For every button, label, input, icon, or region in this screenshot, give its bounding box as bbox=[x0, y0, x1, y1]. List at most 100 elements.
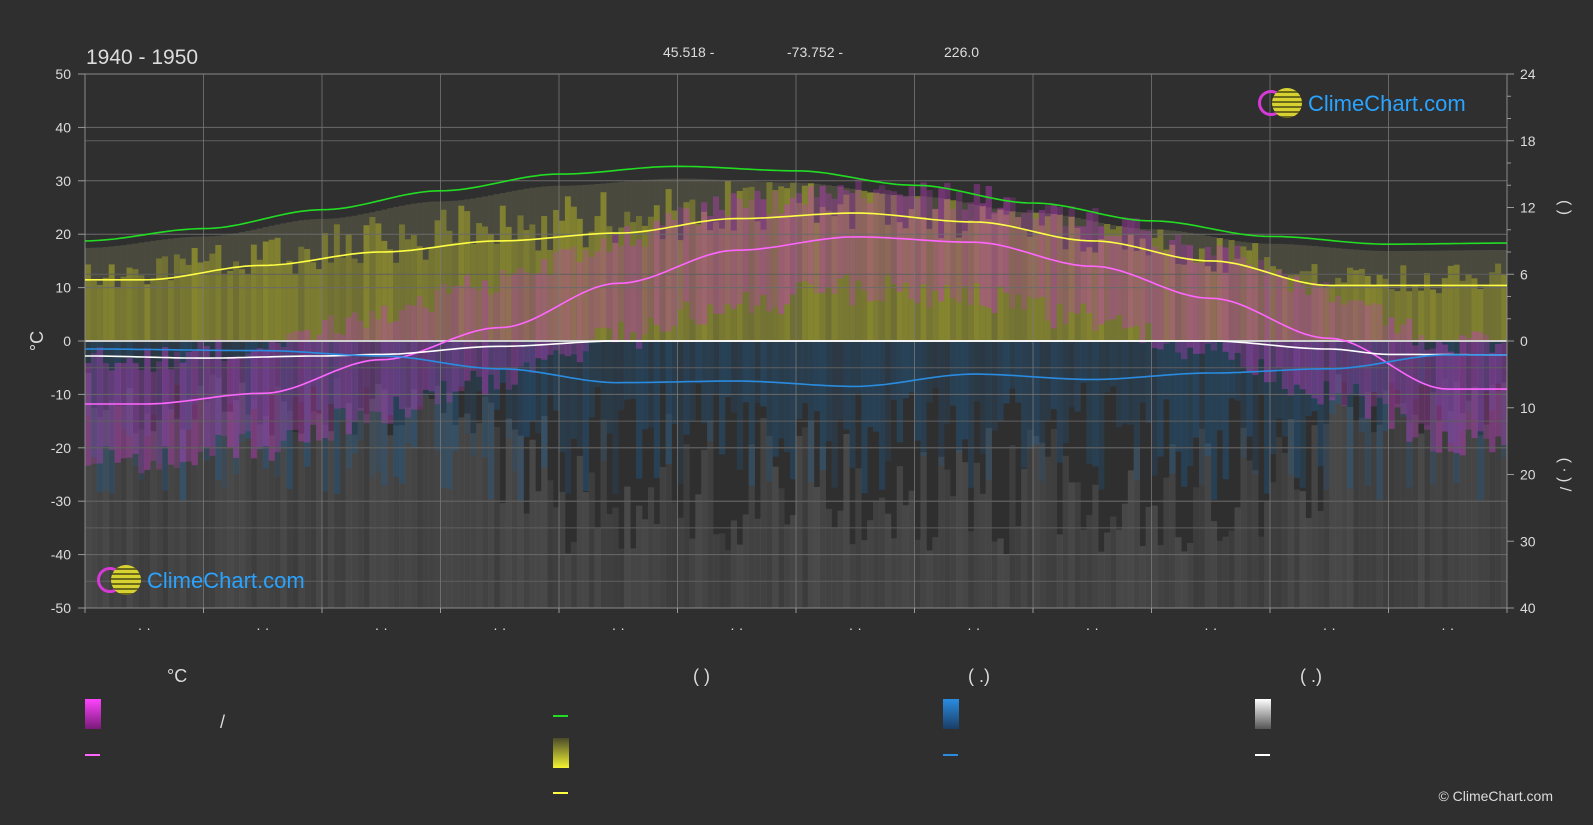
sunshine-texture-bar bbox=[1009, 211, 1016, 341]
snow-texture-bar bbox=[404, 407, 412, 608]
snow-texture-bar bbox=[191, 419, 198, 608]
temperature-range-bar bbox=[1459, 335, 1466, 456]
rain-texture-bar bbox=[363, 341, 370, 388]
temperature-range-bar bbox=[1204, 247, 1212, 344]
sunshine-texture-bar bbox=[1270, 266, 1277, 341]
sunshine-texture-bar bbox=[707, 230, 714, 341]
temperature-range-bar bbox=[1305, 294, 1312, 395]
rain-texture-bar bbox=[878, 341, 886, 490]
temperature-range-bar bbox=[766, 214, 773, 312]
sunshine-texture-bar bbox=[1193, 261, 1200, 341]
logo-icon bbox=[1256, 87, 1304, 121]
x-month-label: · · bbox=[849, 620, 862, 636]
snow-texture-bar bbox=[902, 505, 909, 608]
rain-texture-bar bbox=[209, 341, 216, 447]
rain-texture-bar bbox=[849, 341, 856, 468]
temperature-range-bar bbox=[399, 310, 406, 410]
rain-texture-bar bbox=[434, 341, 441, 451]
snow-texture-bar bbox=[523, 513, 530, 608]
snow-texture-bar bbox=[1364, 391, 1372, 608]
legend-snow-line bbox=[1255, 754, 1270, 756]
snow-texture-bar bbox=[547, 480, 554, 608]
rain-texture-bar bbox=[973, 341, 981, 402]
rain-texture-bar bbox=[979, 341, 986, 454]
sunshine-texture-bar bbox=[322, 233, 329, 341]
temperature-range-bar bbox=[1086, 212, 1093, 313]
temperature-range-bar bbox=[1335, 295, 1342, 394]
snow-texture-bar bbox=[1495, 391, 1502, 608]
x-month-label: · · bbox=[612, 620, 625, 636]
rain-texture-bar bbox=[1382, 341, 1389, 431]
snow-texture-bar bbox=[233, 400, 240, 608]
snow-texture-bar bbox=[517, 435, 524, 608]
y-left-tick-label: -40 bbox=[51, 547, 71, 563]
snow-texture-bar bbox=[126, 388, 133, 608]
sunshine-texture-bar bbox=[464, 211, 471, 341]
y-left-tick-label: -50 bbox=[51, 600, 71, 616]
rain-texture-bar bbox=[351, 341, 358, 454]
sunshine-texture-bar bbox=[339, 257, 347, 341]
temperature-range-bar bbox=[96, 347, 104, 464]
sunshine-texture-bar bbox=[138, 275, 145, 341]
temperature-range-bar bbox=[1068, 206, 1075, 313]
rain-texture-bar bbox=[1252, 341, 1259, 475]
sunshine-texture-bar bbox=[920, 217, 927, 341]
logo-top-right[interactable]: ClimeChart.com bbox=[1256, 87, 1466, 121]
temperature-range-bar bbox=[434, 289, 441, 405]
rain-texture-bar bbox=[1353, 341, 1360, 396]
sunshine-texture-bar bbox=[973, 221, 981, 341]
rain-texture-bar bbox=[890, 341, 898, 400]
snow-texture-bar bbox=[1009, 445, 1016, 608]
temperature-range-bar bbox=[784, 204, 791, 305]
snow-texture-bar bbox=[150, 431, 157, 608]
temperature-range-bar bbox=[1364, 305, 1372, 419]
temperature-range-bar bbox=[1400, 324, 1407, 415]
rain-texture-bar bbox=[991, 341, 998, 431]
sunshine-texture-bar bbox=[1418, 290, 1425, 341]
rain-texture-bar bbox=[150, 341, 157, 415]
temperature-range-bar bbox=[85, 363, 92, 466]
rain-texture-bar bbox=[837, 341, 844, 420]
rain-texture-bar bbox=[1133, 341, 1140, 481]
rain-texture-bar bbox=[523, 341, 530, 437]
rain-texture-bar bbox=[1246, 341, 1253, 437]
sunshine-texture-bar bbox=[1080, 251, 1087, 341]
temperature-range-bar bbox=[1430, 348, 1437, 452]
rain-texture-bar bbox=[126, 341, 133, 437]
temperature-range-bar bbox=[1139, 230, 1146, 344]
rain-texture-bar bbox=[1465, 341, 1472, 412]
rain-texture-bar bbox=[1412, 341, 1419, 400]
sunshine-texture-bar bbox=[523, 230, 530, 341]
rain-texture-bar bbox=[867, 341, 874, 427]
temperature-range-bar bbox=[1471, 331, 1478, 438]
sunshine-texture-bar bbox=[1252, 243, 1259, 341]
temperature-range-bar bbox=[849, 193, 856, 306]
temperature-range-bar bbox=[339, 334, 347, 409]
sunshine-texture-bar bbox=[102, 277, 110, 341]
temperature-range-bar bbox=[630, 245, 637, 333]
logo-bottom-left[interactable]: ClimeChart.com bbox=[95, 564, 305, 598]
sunshine-texture-bar bbox=[1459, 280, 1466, 341]
rain-texture-bar bbox=[1104, 341, 1111, 393]
temperature-range-bar bbox=[1021, 212, 1028, 310]
temperature-range-bar bbox=[221, 361, 228, 437]
temperature-range-bar bbox=[861, 198, 868, 291]
rain-texture-bar bbox=[339, 341, 347, 420]
legend-temperature-range-swatch bbox=[85, 699, 101, 729]
sunshine-texture-bar bbox=[363, 225, 370, 341]
sunshine-texture-bar bbox=[1228, 240, 1235, 341]
rain-texture-bar bbox=[564, 341, 572, 494]
temperature-range-bar bbox=[345, 317, 352, 435]
temperature-range-bar bbox=[600, 238, 607, 328]
sunshine-texture-bar bbox=[1281, 277, 1289, 341]
snow-texture-bar bbox=[588, 472, 595, 608]
sunshine-texture-bar bbox=[357, 263, 364, 341]
snow-texture-bar bbox=[594, 528, 601, 608]
temperature-range-bar bbox=[778, 213, 785, 315]
sunshine-texture-bar bbox=[831, 216, 838, 341]
rain-texture-bar bbox=[162, 341, 169, 491]
rain-texture-bar bbox=[778, 341, 785, 439]
elevation-label: 226.0 bbox=[944, 44, 980, 60]
rain-texture-bar bbox=[1092, 341, 1099, 467]
sunshine-texture-bar bbox=[1110, 229, 1117, 341]
